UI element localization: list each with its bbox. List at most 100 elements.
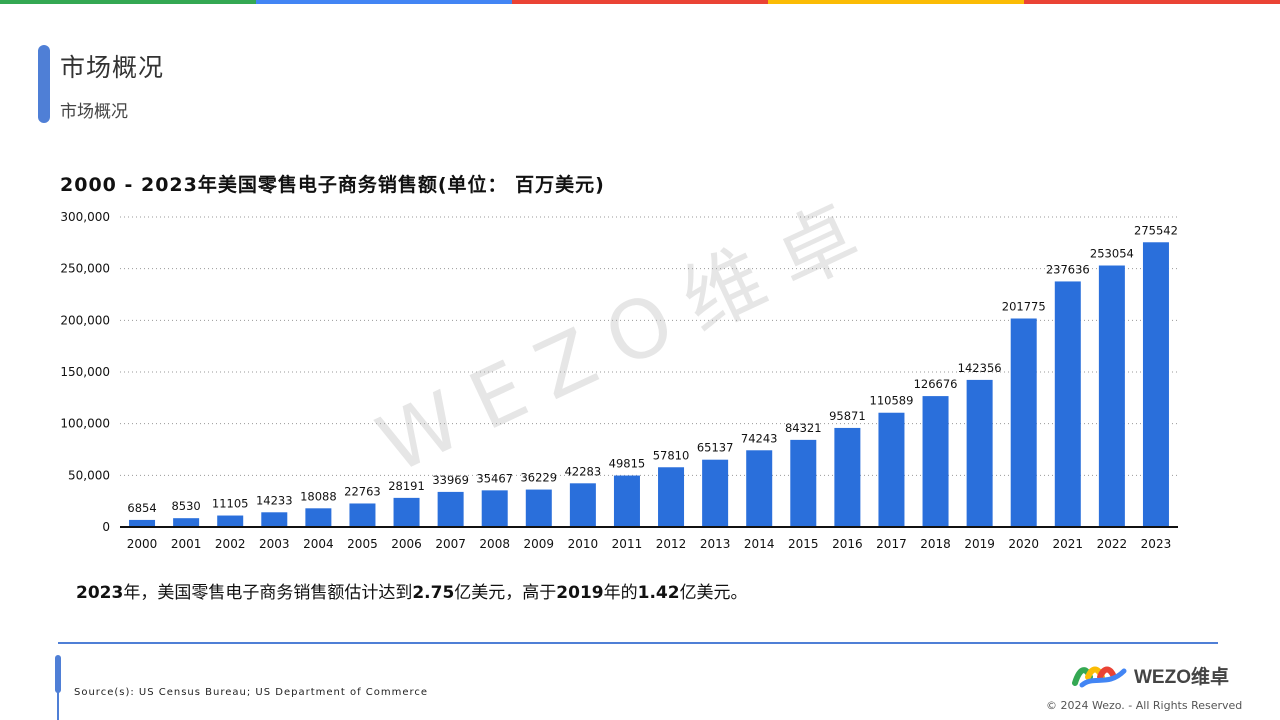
x-tick-label-2021: 2021 [1053, 537, 1084, 551]
logo-text: WEZO维卓 [1134, 667, 1229, 688]
bar-2003 [261, 512, 288, 527]
top-color-stripe [0, 0, 1280, 4]
data-label-2007: 33969 [432, 473, 469, 487]
data-label-2018: 126676 [914, 377, 958, 391]
x-tick-label-2011: 2011 [612, 537, 643, 551]
footer-divider [58, 642, 1218, 644]
x-tick-label-2004: 2004 [303, 537, 334, 551]
x-tick-label-2007: 2007 [435, 537, 466, 551]
data-label-2001: 8530 [171, 499, 200, 513]
bar-2016 [834, 427, 861, 527]
bar-2012 [658, 467, 685, 527]
caption-value-2019: 1.42 [637, 583, 680, 603]
caption-value-2023: 2.75 [412, 583, 455, 603]
x-tick-label-2003: 2003 [259, 537, 290, 551]
data-label-2014: 74243 [741, 431, 778, 445]
page-title: 市场概况 [60, 53, 165, 82]
caption-text-3: 年的 [603, 583, 638, 603]
data-label-2019: 142356 [958, 361, 1002, 375]
bar-2015 [790, 439, 817, 527]
bar-2005 [349, 503, 376, 527]
stripe-blue [256, 0, 512, 4]
caption-text-4: 亿美元。 [679, 583, 748, 603]
y-axis: 0 50,000 100,000 150,000 200,000 250,000 300,0… [60, 210, 110, 534]
y-tick-label: 50,000 [68, 468, 110, 482]
bar-2007 [437, 491, 464, 527]
bar-2008 [481, 490, 508, 527]
wezo-logo: WEZO维卓 [1072, 662, 1229, 689]
data-label-2021: 237636 [1046, 262, 1090, 276]
x-tick-label-2013: 2013 [700, 537, 731, 551]
bar-2022 [1098, 265, 1125, 527]
bar-2019 [966, 379, 993, 527]
data-label-2015: 84321 [785, 421, 822, 435]
data-label-2006: 28191 [388, 479, 425, 493]
data-label-2022: 253054 [1090, 247, 1134, 261]
caption-text-2: 亿美元，高于 [454, 583, 557, 603]
data-label-2010: 42283 [565, 464, 602, 478]
bar-2010 [569, 483, 596, 527]
x-tick-label-2017: 2017 [876, 537, 907, 551]
x-tick-label-2020: 2020 [1008, 537, 1039, 551]
x-tick-label-2019: 2019 [964, 537, 995, 551]
data-label-2020: 201775 [1002, 299, 1046, 313]
x-tick-label-2015: 2015 [788, 537, 819, 551]
bar-2018 [922, 396, 949, 527]
data-label-2004: 18088 [300, 489, 337, 503]
x-tick-label-2023: 2023 [1141, 537, 1172, 551]
data-label-2000: 6854 [127, 501, 156, 515]
bar-2017 [878, 412, 905, 527]
x-tick-label-2006: 2006 [391, 537, 422, 551]
bar-2014 [746, 450, 773, 527]
x-axis: 2000 2001 2002 2003 2004 2005 2006 2007 2008 2009… [120, 526, 1178, 551]
x-tick-label-2009: 2009 [524, 537, 555, 551]
data-label-2011: 49815 [609, 457, 646, 471]
chart-caption: 2023年，美国零售电子商务销售额估计达到2.75亿美元，高于2019年的1.4… [76, 578, 748, 603]
bar-2023 [1142, 242, 1169, 528]
data-label-2023: 275542 [1134, 223, 1178, 237]
x-tick-label-2005: 2005 [347, 537, 378, 551]
copyright: © 2024 Wezo. - All Rights Reserved [1046, 699, 1243, 712]
data-label-2012: 57810 [653, 448, 690, 462]
x-tick-label-2010: 2010 [568, 537, 599, 551]
data-label-2013: 65137 [697, 441, 734, 455]
y-tick-label: 250,000 [60, 262, 110, 276]
stripe-red-2 [1024, 0, 1280, 4]
bar-2000 [129, 519, 156, 527]
y-tick-label: 200,000 [60, 313, 110, 327]
data-label-2009: 36229 [520, 471, 557, 485]
data-label-2017: 110589 [870, 394, 914, 408]
chart-title: 2000 - 2023年美国零售电子商务销售额(单位： 百万美元) [60, 174, 605, 196]
caption-year-2019: 2019 [556, 583, 604, 603]
bar-2011 [613, 475, 640, 527]
stripe-red [512, 0, 768, 4]
bar-2002 [217, 515, 244, 527]
x-tick-label-2022: 2022 [1097, 537, 1128, 551]
stripe-yellow [768, 0, 1024, 4]
bars: 6854 8530 11105 14233 18088 22763 28191 33969 35… [127, 223, 1178, 528]
x-tick-label-2016: 2016 [832, 537, 863, 551]
bar-2004 [305, 508, 332, 527]
y-tick-label: 300,000 [60, 210, 110, 224]
x-tick-label-2008: 2008 [479, 537, 510, 551]
data-label-2003: 14233 [256, 493, 293, 507]
wezo-logo-mark-icon [1072, 666, 1127, 687]
x-tick-label-2012: 2012 [656, 537, 687, 551]
bar-2013 [702, 459, 729, 527]
bar-2001 [173, 518, 200, 527]
x-tick-label-2000: 2000 [127, 537, 158, 551]
bar-2020 [1010, 318, 1037, 527]
source-note: Source(s): US Census Bureau; US Departme… [74, 687, 429, 698]
data-label-2005: 22763 [344, 484, 381, 498]
caption-text-1: 年，美国零售电子商务销售额估计达到 [123, 583, 413, 603]
y-tick-label: 0 [102, 520, 110, 534]
footer-accent-bar [55, 655, 61, 693]
caption-year: 2023 [76, 583, 124, 603]
bar-2009 [525, 489, 552, 527]
x-tick-label-2018: 2018 [920, 537, 951, 551]
stripe-green [0, 0, 256, 4]
y-tick-label: 150,000 [60, 365, 110, 379]
data-label-2016: 95871 [829, 409, 866, 423]
page-subtitle: 市场概况 [60, 102, 128, 122]
